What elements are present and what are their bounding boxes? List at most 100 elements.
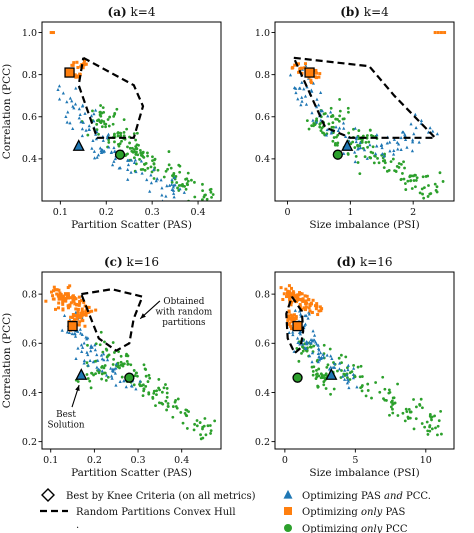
point-pcc_only xyxy=(126,152,129,156)
point-pas_only xyxy=(290,315,294,319)
legend-label-part: PAS xyxy=(382,507,405,518)
point-pas_only xyxy=(318,305,322,309)
point-pcc_only xyxy=(364,140,368,144)
point-pcc_only xyxy=(297,359,301,363)
point-pas_pcc xyxy=(79,331,83,335)
point-pcc_only xyxy=(301,345,304,349)
point-pcc_only xyxy=(312,365,316,369)
point-pas_pcc xyxy=(82,341,86,345)
point-pcc_only xyxy=(315,117,319,121)
point-pcc_only xyxy=(388,390,392,394)
annotation-text: Solution xyxy=(47,421,84,431)
point-pas_pcc xyxy=(314,105,319,109)
point-pcc_only xyxy=(166,402,170,405)
point-pas_only xyxy=(303,307,307,311)
point-pas_only xyxy=(68,284,72,288)
point-pas_pcc xyxy=(122,379,126,383)
point-pas_pcc xyxy=(341,121,346,125)
point-pas_pcc xyxy=(288,73,293,77)
point-pas_only xyxy=(55,292,59,296)
x-tick-label: 0.3 xyxy=(130,455,145,466)
point-pcc_only xyxy=(138,149,142,152)
point-pas_only xyxy=(284,287,288,291)
point-pcc_only xyxy=(358,172,362,176)
point-pcc_only xyxy=(150,170,154,174)
annotation-arrowhead xyxy=(140,313,146,319)
point-pas_pcc xyxy=(84,128,88,132)
point-pcc_only xyxy=(428,425,431,429)
point-pas_only xyxy=(293,295,297,299)
point-pas_only xyxy=(300,292,304,296)
point-pcc_only xyxy=(152,162,156,165)
point-pas_pcc xyxy=(112,367,116,371)
point-pcc_only xyxy=(164,399,168,403)
point-pas_pcc xyxy=(129,170,133,174)
point-pcc_only xyxy=(349,142,353,146)
point-pcc_only xyxy=(107,141,111,144)
point-pcc_only xyxy=(360,385,364,389)
point-pcc_only xyxy=(146,166,150,170)
series-pcc_only xyxy=(74,330,217,441)
best-pas_only xyxy=(304,67,315,78)
point-pcc_only xyxy=(95,128,99,132)
point-pas_pcc xyxy=(159,178,163,182)
legend-label-pas_pcc: Optimizing PAS and PCC. xyxy=(302,491,431,502)
point-pcc_only xyxy=(403,182,407,185)
point-pas_pcc xyxy=(411,140,415,144)
x-axis-label: Size imbalance (PSI) xyxy=(309,219,419,231)
point-pas_only xyxy=(294,315,298,319)
point-pas_only xyxy=(78,314,82,318)
annotation-arrowhead xyxy=(75,385,80,392)
point-pcc_only xyxy=(108,115,112,119)
point-pcc_only xyxy=(106,118,110,121)
point-pcc_only xyxy=(295,346,299,350)
point-pas_pcc xyxy=(297,309,302,313)
point-pas_only xyxy=(66,304,70,308)
point-pcc_only xyxy=(203,417,207,420)
point-pcc_only xyxy=(428,192,432,196)
point-pas_pcc xyxy=(346,363,350,367)
point-pas_only xyxy=(51,31,55,35)
point-pas_pcc xyxy=(85,350,89,354)
point-pcc_only xyxy=(202,195,206,199)
point-pcc_only xyxy=(116,365,120,369)
point-pcc_only xyxy=(138,157,141,161)
point-pcc_only xyxy=(402,160,405,164)
point-pcc_only xyxy=(184,187,188,191)
point-pas_pcc xyxy=(374,152,378,156)
point-pas_only xyxy=(52,285,56,289)
best-pas_pcc xyxy=(72,139,85,151)
point-pcc_only xyxy=(146,151,149,155)
point-pas_only xyxy=(77,295,81,299)
point-pcc_only xyxy=(400,163,403,166)
point-pcc_only xyxy=(85,373,89,376)
point-pas_only xyxy=(292,319,296,323)
point-pas_pcc xyxy=(375,133,379,137)
point-pcc_only xyxy=(347,131,351,135)
point-pas_pcc xyxy=(80,127,84,131)
point-pcc_only xyxy=(300,351,303,355)
y-tick-label: 0.6 xyxy=(22,339,37,350)
point-pcc_only xyxy=(378,390,382,394)
point-pcc_only xyxy=(421,192,424,196)
point-pcc_only xyxy=(104,379,108,382)
point-pcc_only xyxy=(410,187,414,190)
point-pas_only xyxy=(290,286,294,290)
point-pcc_only xyxy=(170,180,174,184)
plot-area xyxy=(288,31,447,200)
point-pas_only xyxy=(74,297,78,301)
point-pcc_only xyxy=(414,179,418,182)
point-pas_pcc xyxy=(113,156,117,161)
point-pcc_only xyxy=(115,107,119,111)
y-tick-label: 0.4 xyxy=(255,154,270,165)
point-pas_pcc xyxy=(172,191,176,195)
point-pas_pcc xyxy=(72,332,76,336)
point-pas_pcc xyxy=(392,137,396,141)
legend-label-part: PCC. xyxy=(403,491,431,502)
point-pcc_only xyxy=(359,364,363,368)
point-pas_only xyxy=(79,316,83,320)
point-pas_only xyxy=(70,63,74,67)
point-pas_only xyxy=(57,301,61,305)
point-pcc_only xyxy=(331,139,335,143)
point-pas_only xyxy=(84,313,88,317)
